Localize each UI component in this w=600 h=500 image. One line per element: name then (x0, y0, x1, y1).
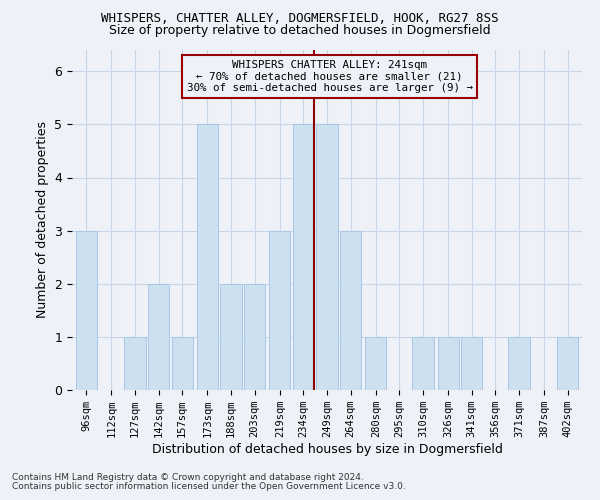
Bar (461, 337, 482, 390)
Bar (437, 337, 459, 390)
Bar (316, 124, 338, 390)
Bar (340, 230, 361, 390)
Bar (220, 284, 242, 390)
Text: WHISPERS, CHATTER ALLEY, DOGMERSFIELD, HOOK, RG27 8SS: WHISPERS, CHATTER ALLEY, DOGMERSFIELD, H… (101, 12, 499, 26)
Bar (197, 124, 218, 390)
Text: Size of property relative to detached houses in Dogmersfield: Size of property relative to detached ho… (109, 24, 491, 37)
Y-axis label: Number of detached properties: Number of detached properties (36, 122, 49, 318)
Bar (124, 337, 146, 390)
Bar (508, 337, 530, 390)
Bar (244, 284, 265, 390)
Bar (293, 124, 314, 390)
Bar (412, 337, 434, 390)
X-axis label: Distribution of detached houses by size in Dogmersfield: Distribution of detached houses by size … (152, 443, 502, 456)
Text: Contains HM Land Registry data © Crown copyright and database right 2024.: Contains HM Land Registry data © Crown c… (12, 474, 364, 482)
Text: Contains public sector information licensed under the Open Government Licence v3: Contains public sector information licen… (12, 482, 406, 491)
Text: WHISPERS CHATTER ALLEY: 241sqm
← 70% of detached houses are smaller (21)
30% of : WHISPERS CHATTER ALLEY: 241sqm ← 70% of … (187, 60, 473, 94)
Bar (172, 337, 193, 390)
Bar (557, 337, 578, 390)
Bar (148, 284, 169, 390)
Bar (365, 337, 386, 390)
Bar (76, 230, 97, 390)
Bar (269, 230, 290, 390)
